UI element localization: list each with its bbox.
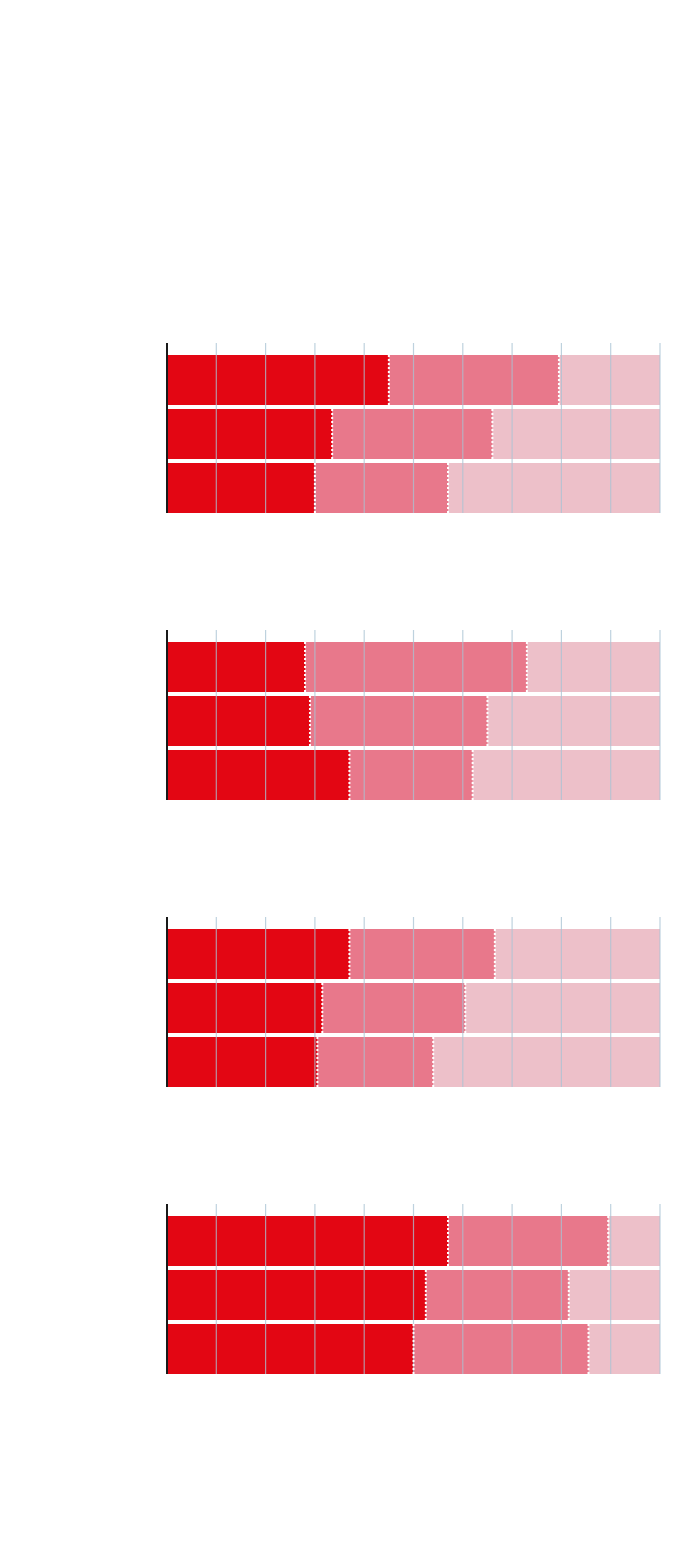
- bar-row-2-segment-dark: [167, 983, 323, 1033]
- bar-row-3-segment-mid: [413, 1324, 589, 1374]
- bar-row-3-segment-light: [448, 463, 660, 513]
- bar-row-3-segment-light: [472, 750, 660, 800]
- bar-row-2-segment-light: [487, 696, 660, 746]
- bar-row-2-segment-dark: [167, 1270, 426, 1320]
- bar-row-1-segment-light: [608, 1216, 660, 1266]
- chart-panel-3: [166, 917, 661, 1087]
- bar-row-3-segment-mid: [314, 463, 449, 513]
- bar-row-1-segment-dark: [167, 1216, 449, 1266]
- bar-row-2-segment-light: [492, 409, 660, 459]
- bar-row-2-segment-dark: [167, 409, 333, 459]
- bar-row-2-segment-light: [568, 1270, 660, 1320]
- bar-row-3-segment-dark: [167, 1324, 414, 1374]
- bar-row-3-segment-dark: [167, 1037, 318, 1087]
- bar-row-2-segment-dark: [167, 696, 310, 746]
- bar-row-1-segment-mid: [448, 1216, 609, 1266]
- bar-row-2-segment-mid: [309, 696, 488, 746]
- bar-row-3-segment-dark: [167, 463, 315, 513]
- chart-panel-2: [166, 630, 661, 800]
- bar-row-1-segment-light: [526, 642, 660, 692]
- bar-row-1-segment-dark: [167, 355, 389, 405]
- bar-row-1-segment-mid: [388, 355, 559, 405]
- bar-row-3-segment-mid: [349, 750, 473, 800]
- bar-row-2-segment-mid: [332, 409, 493, 459]
- bar-row-1-segment-light: [558, 355, 660, 405]
- bar-row-3-segment-light: [433, 1037, 660, 1087]
- bar-row-1-segment-light: [494, 929, 660, 979]
- bar-row-1-segment-dark: [167, 929, 350, 979]
- bar-row-3-segment-dark: [167, 750, 350, 800]
- bar-row-2-segment-mid: [322, 983, 466, 1033]
- chart-panel-4: [166, 1204, 661, 1374]
- chart-panel-1: [166, 343, 661, 513]
- bar-row-3-segment-mid: [317, 1037, 434, 1087]
- bar-row-1-segment-mid: [349, 929, 495, 979]
- bar-row-2-segment-light: [465, 983, 660, 1033]
- bar-row-1-segment-mid: [305, 642, 527, 692]
- bar-row-1-segment-dark: [167, 642, 306, 692]
- bar-row-3-segment-light: [588, 1324, 660, 1374]
- bar-row-2-segment-mid: [425, 1270, 569, 1320]
